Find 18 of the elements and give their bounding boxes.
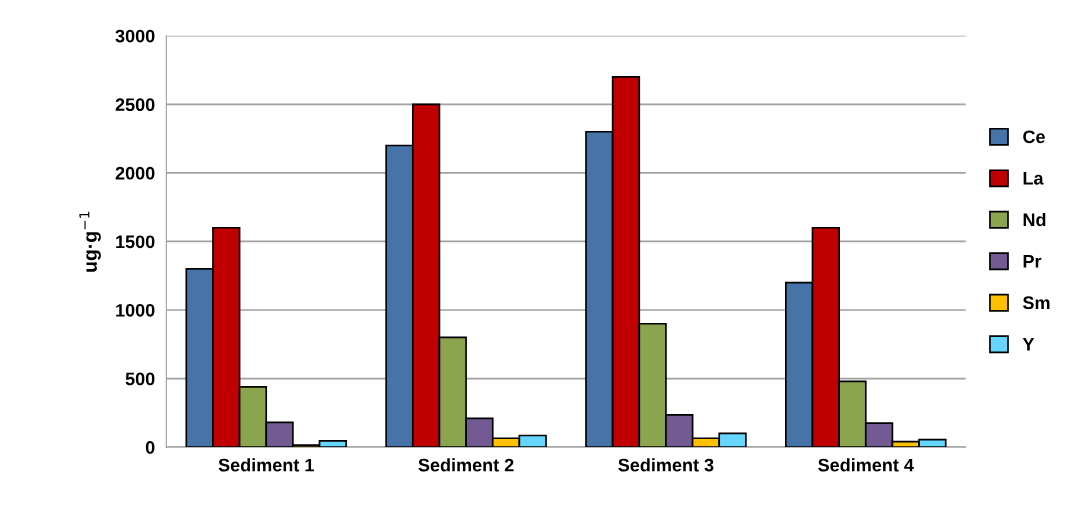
y-tick-label: 2500 xyxy=(115,98,155,112)
y-tick-label: 1500 xyxy=(116,235,155,249)
y-tick-label: 500 xyxy=(125,372,155,386)
y-tick-label: 0 xyxy=(145,441,155,454)
legend-label: La xyxy=(1023,172,1044,185)
y-tick-label: 1000 xyxy=(116,303,155,317)
legend-label: Pr xyxy=(1023,255,1042,268)
x-tick-label: Sediment 2 xyxy=(418,458,514,472)
y-tick-label: 3000 xyxy=(115,29,155,43)
x-tick-label: Sediment 3 xyxy=(618,458,714,472)
legend-label: Y xyxy=(1022,337,1035,351)
legend-label: Nd xyxy=(1023,212,1046,227)
y-tick-label: 2000 xyxy=(115,166,155,180)
legend-label: Ce xyxy=(1023,130,1045,144)
x-tick-label: Sediment 4 xyxy=(818,458,914,472)
legend-label: Sm xyxy=(1022,296,1050,310)
y-axis-title: ug·g$^{−1}$ xyxy=(79,211,101,272)
x-tick-label: Sediment 1 xyxy=(218,458,314,472)
